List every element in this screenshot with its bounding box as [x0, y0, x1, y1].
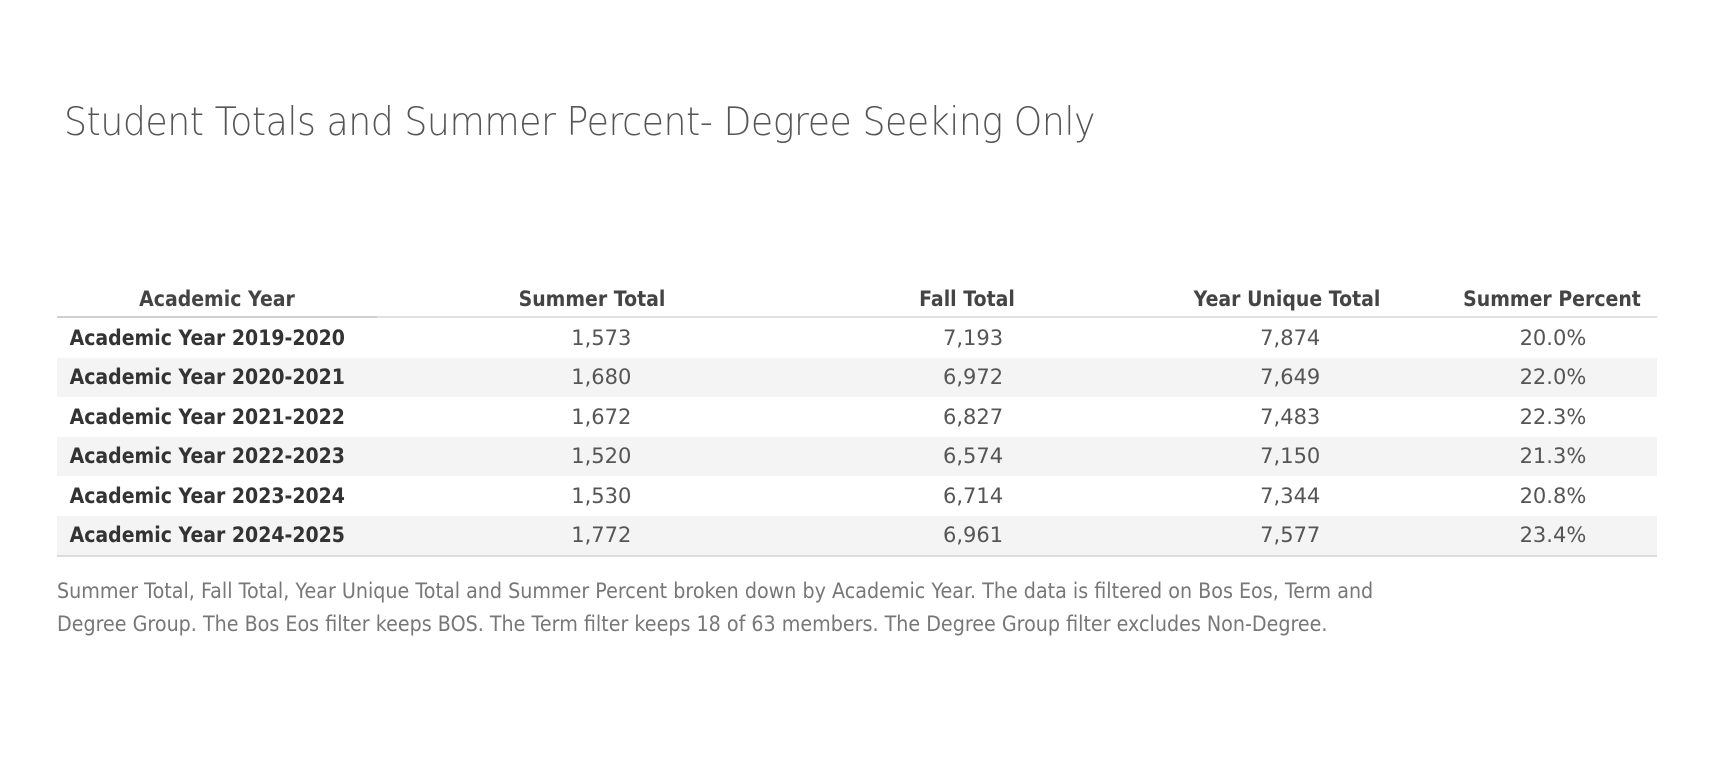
summer-total-cell: 1,530 [571, 483, 632, 508]
summer-total-cell: 1,520 [571, 444, 632, 469]
summer-percent-cell: 23.4% [1519, 523, 1587, 548]
row-header: Academic Year 2022-2023 [69, 444, 345, 469]
summer-percent-cell: 21.3% [1519, 444, 1587, 469]
row-header: Academic Year 2020-2021 [69, 365, 345, 390]
page-title: Student Totals and Summer Percent- Degre… [64, 100, 1095, 145]
column-header-year-unique-total[interactable]: Year Unique Total [1193, 287, 1381, 311]
fall-total-cell: 6,827 [942, 404, 1004, 429]
row-header: Academic Year 2024-2025 [69, 523, 345, 548]
summer-total-cell: 1,772 [571, 523, 632, 548]
fall-total-cell: 6,714 [942, 483, 1004, 508]
row-header: Academic Year 2021-2022 [69, 404, 345, 429]
summer-percent-cell: 20.0% [1519, 325, 1587, 350]
fall-total-cell: 6,574 [942, 444, 1004, 469]
table-header: Academic Year Summer Total Fall Total Ye… [57, 280, 1657, 318]
table-row: Academic Year 2020-2021 1,680 6,972 7,64… [57, 357, 1657, 397]
summer-percent-cell: 22.3% [1519, 404, 1587, 429]
data-table: Academic Year Summer Total Fall Total Ye… [57, 280, 1657, 557]
table-row: Academic Year 2023-2024 1,530 6,714 7,34… [57, 476, 1657, 516]
column-header-summer-percent[interactable]: Summer Percent [1463, 287, 1641, 311]
summer-total-cell: 1,573 [571, 325, 632, 350]
table-bottom-divider [57, 555, 1657, 557]
fall-total-cell: 7,193 [942, 325, 1004, 350]
caption-line-1: Summer Total, Fall Total, Year Unique To… [57, 579, 1374, 603]
year-unique-total-cell: 7,577 [1260, 523, 1321, 548]
row-header: Academic Year 2019-2020 [69, 325, 345, 350]
summer-total-cell: 1,672 [571, 404, 632, 429]
table-row: Academic Year 2021-2022 1,672 6,827 7,48… [57, 397, 1657, 437]
fall-total-cell: 6,961 [942, 523, 1004, 548]
summer-total-cell: 1,680 [571, 365, 632, 390]
table-row: Academic Year 2019-2020 1,573 7,193 7,87… [57, 318, 1657, 358]
table-row: Academic Year 2022-2023 1,520 6,574 7,15… [57, 436, 1657, 476]
year-unique-total-cell: 7,874 [1260, 325, 1321, 350]
year-unique-total-cell: 7,483 [1260, 404, 1321, 429]
table-row: Academic Year 2024-2025 1,772 6,961 7,57… [57, 515, 1657, 555]
column-header-academic-year[interactable]: Academic Year [139, 287, 295, 311]
year-unique-total-cell: 7,344 [1260, 483, 1321, 508]
column-header-fall-total[interactable]: Fall Total [919, 287, 1015, 311]
summer-percent-cell: 22.0% [1519, 365, 1587, 390]
summer-percent-cell: 20.8% [1519, 483, 1587, 508]
row-header: Academic Year 2023-2024 [69, 483, 345, 508]
table-caption: Summer Total, Fall Total, Year Unique To… [57, 575, 1549, 641]
fall-total-cell: 6,972 [942, 365, 1004, 390]
header-divider [57, 316, 377, 318]
column-header-summer-total[interactable]: Summer Total [518, 287, 666, 311]
caption-line-2: Degree Group. The Bos Eos filter keeps B… [57, 612, 1328, 636]
year-unique-total-cell: 7,150 [1260, 444, 1321, 469]
year-unique-total-cell: 7,649 [1260, 365, 1321, 390]
